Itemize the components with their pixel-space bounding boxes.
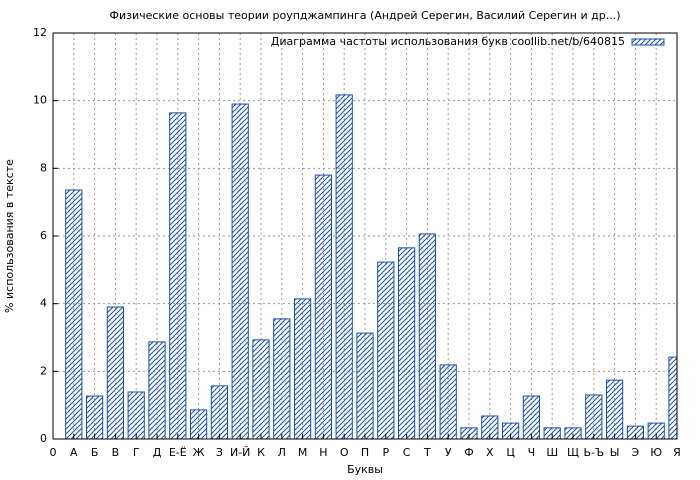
x-tick-label: А: [70, 446, 78, 459]
x-tick-label: Б: [91, 446, 99, 459]
x-tick-label: И-Й: [230, 446, 250, 459]
bar: [65, 189, 83, 439]
bar: [314, 174, 333, 439]
x-tick-label: Е-Ё: [169, 446, 187, 459]
bar: [127, 391, 145, 439]
x-tick-label: З: [216, 446, 223, 459]
bar: [356, 332, 374, 439]
x-tick-label: П: [361, 446, 369, 459]
bars: [65, 94, 677, 439]
x-tick-label: М: [298, 446, 308, 459]
bar: [605, 379, 624, 439]
y-tick-label: 2: [40, 364, 47, 377]
x-tick-label: О: [340, 446, 349, 459]
y-tick-label: 10: [33, 94, 47, 107]
bar: [481, 415, 499, 439]
bar: [335, 94, 353, 439]
x-tick-label: Щ: [567, 446, 579, 459]
x-tick-label: С: [403, 446, 411, 459]
bar: [522, 395, 541, 439]
x-tick-label: У: [445, 446, 452, 459]
x-tick-label: В: [112, 446, 120, 459]
x-tick-label: К: [257, 446, 265, 459]
bar: [106, 306, 125, 439]
y-tick-label: 8: [40, 161, 47, 174]
x-tick-label: Р: [382, 446, 389, 459]
x-tick-label: 0: [50, 446, 57, 459]
x-tick-label: Г: [133, 446, 140, 459]
bar: [397, 247, 416, 439]
bar: [148, 341, 166, 439]
bar: [418, 233, 437, 439]
x-tick-label: Ц: [506, 446, 515, 459]
bar: [439, 364, 457, 439]
y-tick-label: 12: [33, 26, 47, 39]
x-tick-label: Ь-Ъ: [583, 446, 604, 459]
bar: [169, 112, 187, 439]
x-tick-label: Ж: [193, 446, 205, 459]
chart-title: Физические основы теории роупджампинга (…: [109, 9, 620, 22]
y-tick-label: 0: [40, 432, 47, 445]
x-tick-label: Н: [319, 446, 327, 459]
x-tick-label: Ш: [546, 446, 558, 459]
x-tick-label: Э: [632, 446, 640, 459]
x-axis-label: Буквы: [347, 463, 383, 476]
bar: [210, 385, 229, 439]
legend-label: Диаграмма частоты использования букв coo…: [271, 35, 625, 48]
x-tick-label: Х: [486, 446, 494, 459]
bar: [626, 425, 645, 439]
x-tick-label: Ф: [464, 446, 473, 459]
x-tick-label: Л: [278, 446, 286, 459]
bar: [231, 103, 249, 439]
y-tick-label: 4: [40, 297, 47, 310]
x-tick-label: Д: [153, 446, 162, 459]
x-tick-label: Т: [423, 446, 431, 459]
bar: [585, 394, 603, 439]
bar: [293, 298, 312, 439]
bar: [668, 356, 677, 439]
x-tick-label: Я: [673, 446, 681, 459]
bar: [273, 318, 291, 439]
bar: [252, 339, 270, 439]
y-tick-label: 6: [40, 229, 47, 242]
bar: [85, 395, 104, 439]
legend: Диаграмма частоты использования букв coo…: [271, 35, 665, 48]
x-tick-label: Ч: [528, 446, 536, 459]
legend-swatch: [631, 38, 665, 46]
bar: [377, 261, 395, 439]
y-axis-label: % использования в тексте: [3, 159, 16, 313]
x-tick-label: Ю: [650, 446, 662, 459]
x-tick-label: Ы: [610, 446, 620, 459]
